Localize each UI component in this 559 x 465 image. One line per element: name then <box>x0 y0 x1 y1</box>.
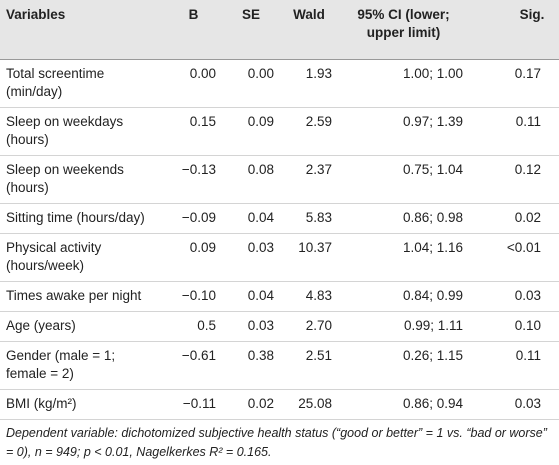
header-cell: SE <box>222 0 280 60</box>
variable-cell: Total screentime (min/day) <box>0 59 165 107</box>
value-cell: 0.97; 1.39 <box>402 113 463 129</box>
variable-cell: Gender (male = 1; female = 2) <box>0 341 165 389</box>
header-cell: Sig. <box>475 0 559 60</box>
row: Times awake per night −0.10 0.04 4.83 0.84; … <box>0 281 559 311</box>
value-cell: −0.09 <box>181 209 216 225</box>
header-cell: Wald <box>280 0 338 60</box>
value-cell: −0.13 <box>181 161 216 177</box>
value-cell: 1.93 <box>305 65 332 81</box>
variable-cell: Sleep on weekends (hours) <box>0 155 165 203</box>
value-cell: 0.26; 1.15 <box>402 347 463 363</box>
value-cell: 0.75; 1.04 <box>402 161 463 177</box>
value-cell: −0.10 <box>181 287 216 303</box>
value-cell: 0.5 <box>197 317 216 333</box>
cell-line: SE <box>241 7 260 22</box>
value-cell: 0.17 <box>514 65 541 81</box>
value-cell: 2.51 <box>305 347 332 363</box>
value-cell: 0.03 <box>514 395 541 411</box>
value-cell: 0.11 <box>515 113 541 129</box>
value-cell: 0.09 <box>247 113 274 129</box>
cell-line: 95% CI (lower; <box>357 7 450 22</box>
cell-line: Variables <box>6 7 66 22</box>
value-cell: 0.03 <box>247 239 274 255</box>
variable-cell: Times awake per night <box>0 281 165 311</box>
variable-cell: Physical activity (hours/week) <box>0 233 165 281</box>
value-cell: −0.11 <box>182 395 216 411</box>
value-cell: 0.38 <box>247 347 274 363</box>
value-cell: 0.02 <box>247 395 274 411</box>
value-cell: 2.59 <box>305 113 332 129</box>
value-cell: 0.09 <box>189 239 216 255</box>
value-cell: 0.03 <box>247 317 274 333</box>
value-cell: 0.04 <box>247 209 274 225</box>
value-cell: 0.02 <box>514 209 541 225</box>
value-cell: 4.83 <box>305 287 332 303</box>
cell-line: Wald <box>293 7 325 22</box>
cell-line: female = 2) <box>6 365 74 381</box>
cell-line: Physical activity <box>6 239 102 255</box>
cell-line: (min/day) <box>6 83 63 99</box>
cell-line: Total screentime <box>6 65 105 81</box>
value-cell: 0.86; 0.98 <box>402 209 463 225</box>
value-cell: 0.03 <box>514 287 541 303</box>
value-cell: 0.86; 0.94 <box>402 395 463 411</box>
cell-line: Gender (male = 1; <box>6 347 116 363</box>
cell-line: Sleep on weekdays <box>6 113 124 129</box>
cell-line: (hours) <box>6 131 49 147</box>
cell-line: upper limit) <box>366 25 441 40</box>
value-cell: −0.61 <box>181 347 216 363</box>
row: Sleep on weekdays (hours) 0.15 0.09 2.59 0.97… <box>0 107 559 155</box>
cell-line: BMI (kg/m²) <box>6 395 77 411</box>
value-cell: 0.00 <box>247 65 274 81</box>
value-cell: 2.37 <box>305 161 332 177</box>
value-cell: 0.11 <box>515 347 541 363</box>
footnote: Dependent variable: dichotomized subject… <box>6 425 547 459</box>
row: Sleep on weekends (hours) −0.13 0.08 2.37 0.7… <box>0 155 559 203</box>
value-cell: <0.01 <box>506 239 541 255</box>
variable-cell: Age (years) <box>0 311 165 341</box>
regression-table: Variables B SE Wald 95% CI (lower; upper limi… <box>0 0 559 419</box>
row: Gender (male = 1; female = 2) −0.61 0.38 2.5… <box>0 341 559 389</box>
cell-line: (hours/week) <box>6 257 85 273</box>
value-cell: 25.08 <box>298 395 332 411</box>
value-cell: 5.83 <box>305 209 332 225</box>
cell-line: Sig. <box>519 7 545 22</box>
value-cell: 1.04; 1.16 <box>402 239 463 255</box>
value-cell: 2.70 <box>305 317 332 333</box>
cell-line: Times awake per night <box>6 287 142 303</box>
value-cell: 0.08 <box>247 161 274 177</box>
cell-line: (hours) <box>6 179 49 195</box>
value-cell: 0.00 <box>189 65 216 81</box>
value-cell: 1.00; 1.00 <box>402 65 463 81</box>
value-cell: 0.15 <box>189 113 216 129</box>
cell-line: Sleep on weekends <box>6 161 124 177</box>
value-cell: 0.84; 0.99 <box>402 287 463 303</box>
cell-line: Sitting time (hours/day) <box>6 209 145 225</box>
variable-cell: Sitting time (hours/day) <box>0 203 165 233</box>
header-cell: 95% CI (lower; upper limit) <box>338 0 475 60</box>
header-cell: B <box>165 0 222 60</box>
row: Total screentime (min/day) 0.00 0.00 1.93 1.0… <box>0 59 559 107</box>
value-cell: 0.10 <box>514 317 541 333</box>
header-row: Variables B SE Wald 95% CI (lower; upper limi… <box>0 0 559 60</box>
header-cell: Variables <box>0 0 165 60</box>
variable-cell: BMI (kg/m²) <box>0 389 165 419</box>
variable-cell: Sleep on weekdays (hours) <box>0 107 165 155</box>
row: BMI (kg/m²) −0.11 0.02 25.08 0.86; 0.94 0.03 <box>0 389 559 419</box>
row: Sitting time (hours/day) −0.09 0.04 5.83 0.8… <box>0 203 559 233</box>
value-cell: 0.12 <box>514 161 541 177</box>
cell-line: B <box>188 7 199 22</box>
row: Age (years) 0.5 0.03 2.70 0.99; 1.11 0.10 <box>0 311 559 341</box>
cell-line: Age (years) <box>6 317 76 333</box>
value-cell: 10.37 <box>298 239 332 255</box>
value-cell: 0.04 <box>247 287 274 303</box>
value-cell: 0.99; 1.11 <box>403 317 463 333</box>
row: Physical activity (hours/week) 0.09 0.03 10.… <box>0 233 559 281</box>
